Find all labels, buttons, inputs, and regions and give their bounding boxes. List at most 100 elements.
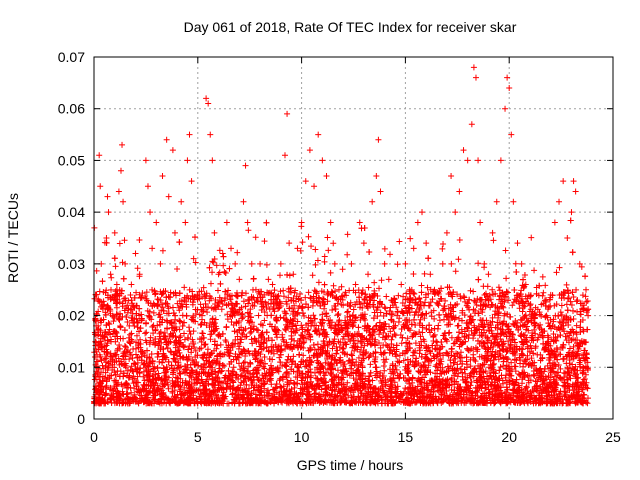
data-point-cloud — [569, 361, 576, 368]
data-point-cloud — [461, 294, 468, 301]
data-point — [117, 167, 124, 174]
data-point-cloud — [426, 358, 433, 365]
data-point — [356, 219, 363, 226]
data-point-cloud — [310, 312, 317, 319]
data-point-cloud — [121, 348, 128, 355]
data-point-cloud — [390, 344, 397, 351]
data-point-cloud — [567, 316, 574, 323]
data-point-cloud — [435, 322, 442, 329]
data-point-cloud — [345, 336, 352, 343]
data-point-cloud — [215, 332, 222, 339]
data-point-cloud — [101, 356, 108, 363]
data-point-cloud — [237, 366, 244, 373]
data-point — [113, 281, 120, 288]
data-point-cloud — [570, 343, 577, 350]
data-point — [169, 147, 176, 154]
data-point-cloud — [308, 243, 315, 250]
data-point — [443, 229, 450, 236]
data-point-cloud — [407, 235, 414, 242]
data-point-cloud — [221, 363, 228, 370]
data-point-cloud — [323, 333, 330, 340]
data-point-cloud — [539, 273, 546, 280]
data-point — [132, 250, 139, 257]
data-point-cloud — [424, 284, 431, 291]
data-point — [171, 229, 178, 236]
data-point-cloud — [460, 293, 467, 300]
data-point-cloud — [472, 358, 479, 365]
data-point — [119, 141, 126, 148]
data-point — [242, 162, 249, 169]
data-point-cloud — [553, 269, 560, 276]
data-point — [477, 219, 484, 226]
data-point-cloud — [322, 359, 329, 366]
data-point-cloud — [177, 353, 184, 360]
data-point-cloud — [378, 277, 385, 284]
data-point-cloud — [133, 351, 140, 358]
data-point — [159, 172, 166, 179]
data-point — [240, 198, 247, 205]
data-point-cloud — [344, 371, 351, 378]
data-point — [464, 157, 471, 164]
data-point — [439, 260, 446, 267]
data-point-cloud — [154, 350, 161, 357]
data-point — [124, 302, 131, 309]
data-point — [452, 209, 459, 216]
data-point-cloud — [303, 335, 310, 342]
data-point-cloud — [213, 262, 220, 269]
data-point — [419, 209, 426, 216]
data-point-cloud — [271, 287, 278, 294]
data-point-cloud — [403, 339, 410, 346]
data-point — [572, 188, 579, 195]
data-point — [510, 198, 517, 205]
data-point-cloud — [108, 372, 115, 379]
data-point-cloud — [387, 304, 394, 311]
data-point-cloud — [397, 331, 404, 338]
data-point-cloud — [422, 310, 429, 317]
data-point — [147, 209, 154, 216]
data-point-cloud — [544, 306, 551, 313]
data-point-cloud — [526, 373, 533, 380]
data-point — [369, 198, 376, 205]
data-point — [184, 157, 191, 164]
data-point — [149, 245, 156, 252]
data-point-cloud — [197, 301, 204, 308]
data-point — [236, 276, 243, 283]
data-point — [248, 260, 255, 267]
data-point — [142, 157, 149, 164]
data-point-cloud — [339, 266, 346, 273]
data-point-cloud — [422, 299, 429, 306]
data-point — [377, 188, 384, 195]
data-point-cloud — [96, 288, 103, 295]
data-point-cloud — [436, 317, 443, 324]
data-point — [209, 157, 216, 164]
data-point-cloud — [550, 316, 557, 323]
data-point-cloud — [255, 327, 262, 334]
data-point-cloud — [170, 309, 177, 316]
data-point-cloud — [570, 293, 577, 300]
data-point-cloud — [573, 322, 580, 329]
data-point-cloud — [117, 323, 124, 330]
data-point-cloud — [141, 377, 148, 384]
data-point-cloud — [490, 237, 497, 244]
data-point-cloud — [159, 247, 166, 254]
data-point — [286, 240, 293, 247]
data-point-cloud — [342, 289, 349, 296]
data-point — [504, 74, 511, 81]
data-point-cloud — [315, 279, 322, 286]
data-point — [470, 64, 477, 71]
data-point-cloud — [181, 330, 188, 337]
data-point-cloud — [475, 260, 482, 267]
data-point-cloud — [298, 322, 305, 329]
data-point — [508, 131, 515, 138]
data-point — [497, 157, 504, 164]
data-point-cloud — [199, 330, 206, 337]
data-point-cloud — [452, 268, 459, 275]
data-point — [381, 260, 388, 267]
data-point-cloud — [557, 365, 564, 372]
data-point-cloud — [305, 233, 312, 240]
data-point-cloud — [213, 345, 220, 352]
data-point-cloud — [340, 333, 347, 340]
data-point-cloud — [485, 296, 492, 303]
data-point-cloud — [258, 306, 265, 313]
data-point — [107, 271, 114, 278]
